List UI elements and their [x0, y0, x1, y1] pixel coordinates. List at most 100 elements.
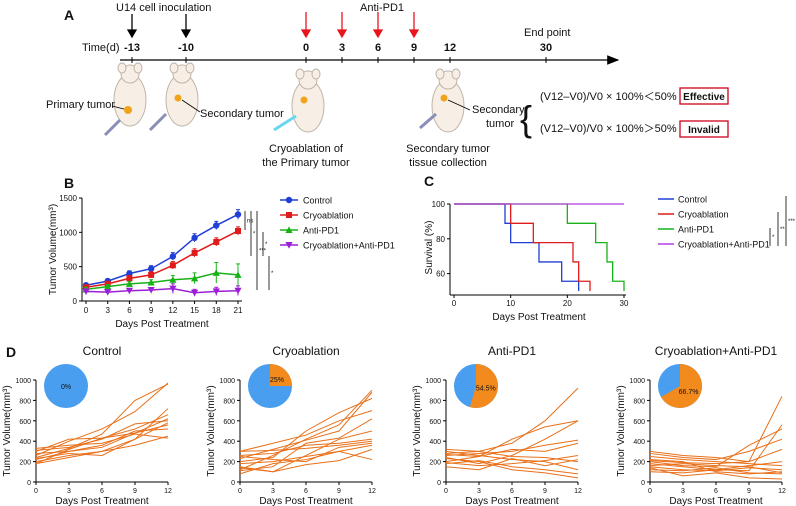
- legend-entry: Cryoablation: [280, 211, 354, 221]
- significance-label: *: [772, 235, 775, 241]
- growth-line: [445, 458, 579, 471]
- pointer-line: [447, 99, 471, 111]
- legend-label: Anti-PD1: [678, 225, 714, 235]
- subplot-cryoablation: Cryoablation 0 200 400 600 800 1000 0 3 6 9 12 Days …: [206, 344, 376, 506]
- growth-line: [239, 442, 373, 463]
- data-point: [235, 227, 241, 234]
- secondary-label-line2: tumor: [486, 118, 514, 130]
- growth-line: [649, 467, 783, 475]
- tumor-volume-chart: 0 500 1000 1500 0 3 6 9 12 15 18 21 Days Post Treatm…: [48, 194, 395, 330]
- mouse-illustration: [165, 62, 199, 127]
- x-tick-label: 12: [778, 488, 786, 495]
- data-point: [285, 242, 293, 249]
- growth-line: [445, 460, 579, 475]
- panel-d-label: D: [6, 344, 16, 360]
- growth-line: [649, 467, 783, 480]
- legend-label: Anti-PD1: [303, 226, 339, 236]
- series-anti-pd1: [82, 262, 242, 293]
- legend-entry: Anti-PD1: [658, 225, 714, 235]
- growth-line: [649, 461, 783, 474]
- scalpel-icon: [419, 112, 437, 130]
- collection-caption-line2: tissue collection: [409, 157, 487, 169]
- data-point: [213, 222, 220, 229]
- growth-line: [445, 442, 579, 463]
- primary-tumor-label: Primary tumor: [46, 99, 115, 111]
- end-point-label: End point: [524, 27, 570, 39]
- timeline-tick: 3: [339, 42, 345, 54]
- y-tick-label: 400: [19, 439, 31, 446]
- data-point: [169, 253, 177, 260]
- x-tick-label: 6: [100, 488, 104, 495]
- formula-effective: (V12–V0)/V0 × 100%＜50%: [540, 91, 677, 103]
- x-tick-label: 21: [234, 306, 243, 315]
- x-tick-label: 15: [190, 306, 199, 315]
- y-tick-label: 200: [19, 460, 31, 467]
- subplot-title: Control: [83, 344, 122, 358]
- y-tick-label: 400: [429, 439, 441, 446]
- legend-label: Control: [678, 195, 707, 205]
- y-tick-label: 0: [27, 480, 31, 487]
- growth-line: [239, 430, 373, 473]
- growth-line: [239, 389, 373, 471]
- timeline-tick: 6: [375, 42, 381, 54]
- growth-line: [239, 444, 373, 475]
- timeline-tick: -13: [124, 42, 140, 54]
- significance-label: **: [780, 227, 785, 233]
- growth-line: [445, 458, 579, 479]
- growth-line: [239, 448, 373, 473]
- primary-tumor-dot: [124, 106, 132, 114]
- growth-line: [445, 439, 579, 456]
- treated-tumor-dot: [300, 96, 308, 104]
- panel-c-label: C: [424, 173, 434, 189]
- legend-label: Control: [303, 196, 332, 206]
- x-axis-label: Days Post Treatment: [115, 319, 209, 330]
- x-tick-label: 6: [714, 488, 718, 495]
- timeline-tick: 9: [411, 42, 417, 54]
- x-tick-label: 9: [133, 488, 137, 495]
- growth-line: [239, 440, 373, 452]
- y-tick-label: 800: [19, 398, 31, 405]
- x-tick-label: 3: [477, 488, 481, 495]
- survival-curve: [454, 203, 625, 291]
- legend-entry: Anti-PD1: [280, 226, 339, 236]
- data-point: [285, 196, 293, 204]
- y-axis-label: Tumor Volume(mm³): [616, 385, 627, 476]
- cryoablation-caption-line1: Cryoablation of: [269, 143, 344, 155]
- survival-chart: 60 80 100 0 10 20 30 Days Post Treatment Surviva…: [424, 195, 796, 324]
- data-point: [190, 289, 199, 297]
- y-axis-label: Tumor Volume(mm³): [48, 204, 59, 295]
- data-point: [147, 278, 155, 286]
- y-tick-label: 600: [633, 419, 645, 426]
- subplot-title: Anti-PD1: [488, 344, 536, 358]
- x-tick-label: 3: [681, 488, 685, 495]
- timeline-tick: -10: [178, 42, 194, 54]
- syringe-icon: [148, 112, 168, 132]
- survival-curve: [454, 203, 580, 291]
- growth-line: [35, 433, 169, 449]
- series-line: [85, 230, 239, 289]
- x-tick-label: 0: [34, 488, 38, 495]
- x-tick-label: 0: [238, 488, 242, 495]
- legend-entry: Control: [658, 195, 707, 205]
- growth-line: [35, 408, 169, 463]
- x-axis-label: Days Post Treatment: [55, 496, 149, 506]
- data-point: [234, 271, 242, 278]
- x-tick-label: 3: [105, 306, 110, 315]
- y-tick-label: 1000: [59, 228, 77, 237]
- cryoprobe-icon: [273, 114, 297, 132]
- y-tick-label: 1000: [219, 378, 235, 385]
- legend-entry: Cryoablation+Anti-PD1: [658, 240, 770, 250]
- x-tick-label: 12: [168, 306, 177, 315]
- x-tick-label: 9: [747, 488, 751, 495]
- x-tick-label: 0: [452, 299, 457, 308]
- growth-line: [239, 438, 373, 456]
- data-point: [169, 285, 177, 293]
- data-point: [104, 289, 112, 296]
- panel-a-label: A: [64, 7, 74, 23]
- subplot-cryoablation-anti-pd1: Cryoablation+Anti-PD1 0 200 400 600 800 1000 0 3…: [616, 344, 786, 506]
- u14-inoculation-label: U14 cell inoculation: [116, 2, 211, 14]
- individual-growth-charts: Control 0 200 400 600 800 1000 0 3 6 9 12 Days Post …: [2, 344, 786, 506]
- series-cryoablation-anti-pd1: [82, 283, 242, 297]
- y-axis-label: Tumor Volume(mm³): [2, 385, 13, 476]
- x-tick-label: 9: [337, 488, 341, 495]
